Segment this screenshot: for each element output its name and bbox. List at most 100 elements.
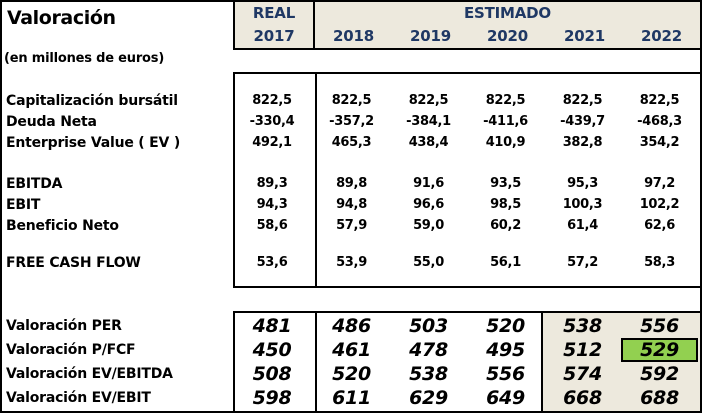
cell-2017[interactable]: 58,6: [256, 218, 288, 233]
cell-2021[interactable]: 512: [563, 339, 602, 361]
cell-2017[interactable]: 508: [252, 363, 292, 385]
cell-2019[interactable]: 629: [409, 387, 448, 409]
cell-2017[interactable]: 822,5: [252, 93, 292, 108]
cell-2017[interactable]: 492,1: [252, 135, 292, 150]
cell-2018[interactable]: 520: [332, 363, 371, 385]
cell-2022[interactable]: 97,2: [644, 176, 675, 191]
header-real-label: REAL: [252, 4, 296, 22]
header-year-2019[interactable]: 2019: [410, 27, 451, 45]
cell-2022[interactable]: 688: [640, 387, 679, 409]
financials-box: [233, 72, 702, 288]
table-row-valoracion-ev-ebitda: Valoración EV/EBITDA 508 520 538 556 574…: [6, 362, 698, 386]
table-row-capitalizacion: Capitalización bursátil 822,5 822,5 822,…: [6, 90, 698, 111]
valuation-box: [233, 311, 702, 413]
cell-2017[interactable]: -330,4: [249, 114, 295, 129]
cell-2018[interactable]: 57,9: [336, 218, 367, 233]
table-row-free-cash-flow: FREE CASH FLOW 53,6 53,9 55,0 56,1 57,2 …: [6, 252, 698, 273]
cell-2018[interactable]: 822,5: [331, 93, 372, 108]
cell-2020[interactable]: 56,1: [490, 255, 521, 270]
cell-2021[interactable]: -439,7: [560, 114, 605, 129]
cell-2017[interactable]: 94,3: [256, 197, 288, 212]
cell-2019[interactable]: 91,6: [413, 176, 444, 191]
cell-2018[interactable]: 53,9: [336, 255, 367, 270]
years-2021-2022-region: [541, 313, 700, 411]
cell-2022[interactable]: 354,2: [639, 135, 680, 150]
header-years-row: 2018 2019 2020 2021 2022: [315, 25, 700, 48]
cell-2017[interactable]: 598: [252, 387, 292, 409]
cell-2022[interactable]: 556: [640, 315, 679, 337]
cell-2022[interactable]: 822,5: [639, 93, 680, 108]
row-label: Deuda Neta: [6, 113, 97, 130]
header-real-group: REAL 2017: [235, 2, 315, 48]
cell-2021[interactable]: 668: [563, 387, 602, 409]
table-row-beneficio-neto: Beneficio Neto 58,6 57,9 59,0 60,2 61,4 …: [6, 215, 698, 236]
header-year-2017[interactable]: 2017: [253, 27, 295, 45]
cell-2022[interactable]: 58,3: [644, 255, 675, 270]
cell-2018[interactable]: 611: [332, 387, 371, 409]
cell-2020[interactable]: 60,2: [490, 218, 521, 233]
cell-2021[interactable]: 57,2: [567, 255, 598, 270]
row-label: Valoración PER: [6, 318, 122, 334]
cell-2018[interactable]: 461: [332, 339, 371, 361]
cell-2018[interactable]: -357,2: [329, 114, 374, 129]
cell-2018[interactable]: 486: [332, 315, 371, 337]
real-estimado-divider: [315, 74, 317, 286]
cell-2020[interactable]: 410,9: [485, 135, 526, 150]
cell-2021[interactable]: 61,4: [567, 218, 598, 233]
row-label: Valoración P/FCF: [6, 342, 136, 358]
cell-2019[interactable]: -384,1: [406, 114, 451, 129]
row-label: Valoración EV/EBIT: [6, 390, 151, 406]
cell-2018[interactable]: 89,8: [336, 176, 367, 191]
cell-2019[interactable]: 503: [409, 315, 448, 337]
cell-2019[interactable]: 96,6: [413, 197, 444, 212]
cell-2022[interactable]: 62,6: [644, 218, 675, 233]
cell-2022[interactable]: 592: [640, 363, 679, 385]
header-estimado-label: ESTIMADO: [463, 4, 551, 22]
cell-2021[interactable]: 574: [563, 363, 602, 385]
table-row-ebitda: EBITDA 89,3 89,8 91,6 93,5 95,3 97,2: [6, 173, 698, 194]
cell-2021[interactable]: 538: [563, 315, 602, 337]
cell-2020[interactable]: 495: [486, 339, 525, 361]
cell-2020[interactable]: 93,5: [490, 176, 521, 191]
table-row-valoracion-pfcf: Valoración P/FCF 450 461 478 495 512 529: [6, 338, 698, 362]
cell-2020[interactable]: 556: [486, 363, 525, 385]
cell-2020[interactable]: 98,5: [490, 197, 521, 212]
row-label: EBIT: [6, 196, 41, 213]
header-year-2022[interactable]: 2022: [641, 27, 682, 45]
row-label: Beneficio Neto: [6, 217, 119, 234]
cell-2018[interactable]: 94,8: [336, 197, 367, 212]
header-year-2018[interactable]: 2018: [333, 27, 374, 45]
cell-2018[interactable]: 465,3: [331, 135, 372, 150]
row-label: Capitalización bursátil: [6, 92, 178, 109]
cell-2021[interactable]: 382,8: [562, 135, 603, 150]
cell-2019[interactable]: 478: [409, 339, 448, 361]
header-year-2020[interactable]: 2020: [487, 27, 528, 45]
cell-2021[interactable]: 95,3: [567, 176, 598, 191]
cell-2021[interactable]: 100,3: [562, 197, 603, 212]
cell-2019[interactable]: 538: [409, 363, 448, 385]
cell-2021[interactable]: 822,5: [562, 93, 603, 108]
column-header: REAL 2017 ESTIMADO 2018 2019 2020 2021 2…: [233, 0, 702, 50]
cell-2020[interactable]: 649: [486, 387, 525, 409]
cell-2017[interactable]: 450: [252, 339, 292, 361]
cell-2017[interactable]: 481: [252, 315, 292, 337]
cell-2019[interactable]: 55,0: [413, 255, 444, 270]
row-label: FREE CASH FLOW: [6, 254, 141, 271]
cell-2019[interactable]: 438,4: [408, 135, 449, 150]
cell-2020[interactable]: 822,5: [485, 93, 526, 108]
highlighted-cell-2022[interactable]: 529: [621, 338, 698, 362]
header-year-2021[interactable]: 2021: [564, 27, 605, 45]
cell-2019[interactable]: 822,5: [408, 93, 449, 108]
cell-2022[interactable]: -468,3: [637, 114, 682, 129]
row-label: EBITDA: [6, 175, 63, 192]
cell-2017[interactable]: 89,3: [256, 176, 288, 191]
cell-2017[interactable]: 53,6: [256, 255, 288, 270]
cell-2022[interactable]: 102,2: [639, 197, 680, 212]
cell-2020[interactable]: 520: [486, 315, 525, 337]
cell-2020[interactable]: -411,6: [483, 114, 528, 129]
header-estimado-group: ESTIMADO 2018 2019 2020 2021 2022: [315, 2, 700, 48]
table-row-enterprise-value: Enterprise Value ( EV ) 492,1 465,3 438,…: [6, 132, 698, 153]
table-row-deuda-neta: Deuda Neta -330,4 -357,2 -384,1 -411,6 -…: [6, 111, 698, 132]
cell-2019[interactable]: 59,0: [413, 218, 444, 233]
